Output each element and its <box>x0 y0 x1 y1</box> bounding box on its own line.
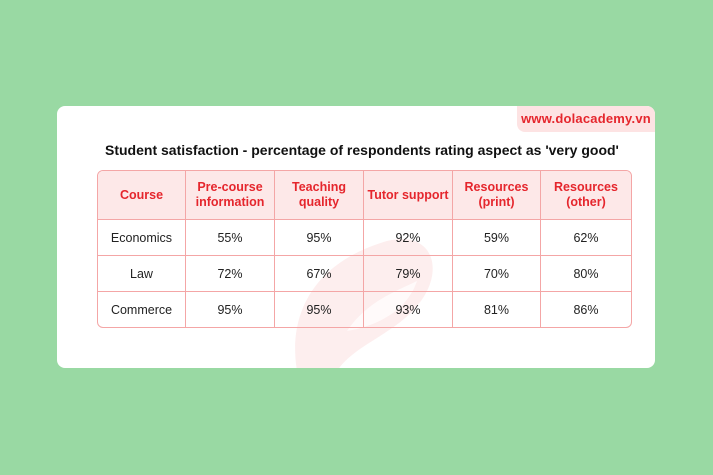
column-header: Resources (print) <box>453 171 541 220</box>
table-row: Commerce 95% 95% 93% 81% 86% <box>98 292 631 327</box>
table-cell: 55% <box>186 220 275 256</box>
row-label-cell: Law <box>98 256 186 292</box>
column-header: Tutor support <box>364 171 453 220</box>
table-cell: 81% <box>453 292 541 327</box>
watermark-badge: www.dolacademy.vn <box>517 106 655 132</box>
table-cell: 95% <box>275 292 364 327</box>
column-header: Teaching quality <box>275 171 364 220</box>
data-table: Course Pre-course information Teaching q… <box>97 170 632 328</box>
table-cell: 86% <box>573 302 599 317</box>
column-header: Course <box>98 171 186 220</box>
table-header-row: Course Pre-course information Teaching q… <box>98 171 631 220</box>
table-cell: 72% <box>186 256 275 292</box>
table-card: www.dolacademy.vn Student satisfaction -… <box>57 106 655 368</box>
table-cell: 79% <box>364 256 453 292</box>
row-label-cell: Commerce <box>98 292 186 327</box>
table-cell: 95% <box>275 220 364 256</box>
table-cell: 95% <box>186 292 275 327</box>
table-cell: 67% <box>275 256 364 292</box>
row-label-cell: Economics <box>98 220 186 256</box>
table-cell: 92% <box>364 220 453 256</box>
column-header: Resources (other) <box>541 171 631 220</box>
table-cell: 70% <box>453 256 541 292</box>
table-cell: 93% <box>364 292 453 327</box>
chart-title: Student satisfaction - percentage of res… <box>105 142 619 158</box>
column-header: Pre-course information <box>186 171 275 220</box>
table-row: Economics 55% 95% 92% 59% 62% <box>98 220 631 256</box>
table-cell: 59% <box>453 220 541 256</box>
table-cell: 80% <box>541 256 631 292</box>
table-cell: 62% <box>541 220 631 256</box>
table-row: Law 72% 67% 79% 70% 80% <box>98 256 631 292</box>
